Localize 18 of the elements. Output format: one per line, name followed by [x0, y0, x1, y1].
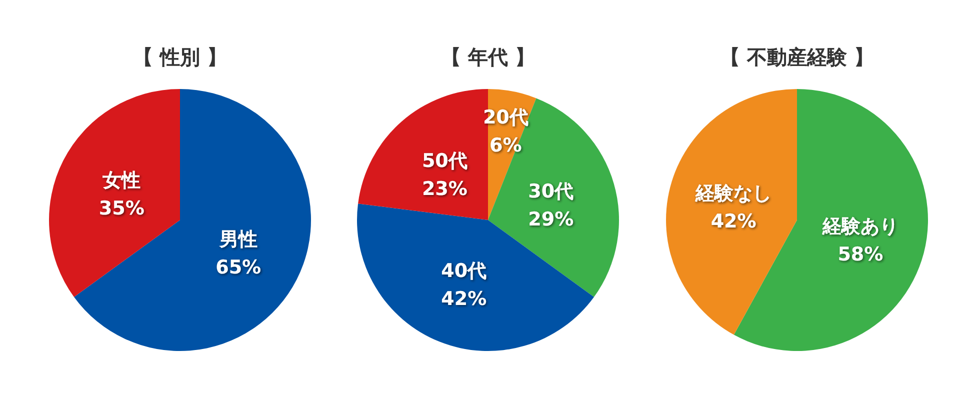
slice-label: 40代	[441, 260, 487, 282]
chart-title: 【 性別 】	[133, 45, 227, 69]
data-label: 58%	[838, 243, 884, 266]
chart-title: 【 不動産経験 】	[720, 45, 874, 69]
chart-title: 【 年代 】	[441, 45, 535, 69]
slice-label: 30代	[528, 180, 574, 203]
slice-label: 経験あり	[821, 215, 898, 238]
slice-label: 経験なし	[694, 182, 772, 205]
slice-label: 男性	[218, 228, 258, 251]
slice-label: 50代	[422, 150, 468, 172]
data-label: 65%	[216, 256, 262, 279]
data-label: 42%	[710, 210, 756, 233]
data-label: 23%	[422, 178, 468, 200]
slice-label: 20代	[482, 106, 528, 128]
data-label: 42%	[441, 288, 487, 310]
slice-label: 女性	[102, 169, 141, 192]
data-label: 29%	[528, 208, 574, 231]
data-label: 35%	[98, 197, 144, 220]
